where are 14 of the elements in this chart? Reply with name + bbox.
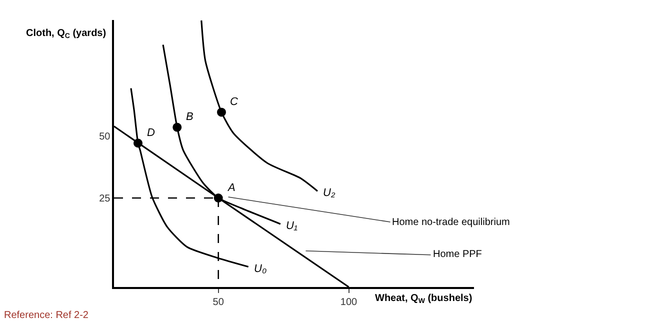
- y-axis-title: Cloth, Q$_{C}$ (yards): [26, 28, 106, 40]
- annotation: D: [147, 127, 155, 139]
- annotation: C: [230, 96, 238, 108]
- x-axis-title: Wheat, Q$_{W}$ (bushels): [375, 293, 472, 306]
- annotation: A: [227, 182, 236, 194]
- text: Reference: Ref 2-2: [4, 310, 89, 321]
- series-label: U₁: [286, 220, 298, 232]
- annotation: Home PPF: [433, 249, 482, 260]
- annotation: B: [186, 111, 194, 123]
- annotation: Home no-trade equilibrium: [392, 217, 510, 228]
- series-label: U₀: [254, 263, 267, 275]
- x-tick-label: 100: [340, 296, 358, 308]
- series-label: U₂: [323, 187, 336, 199]
- y-tick-label: 25: [99, 194, 111, 204]
